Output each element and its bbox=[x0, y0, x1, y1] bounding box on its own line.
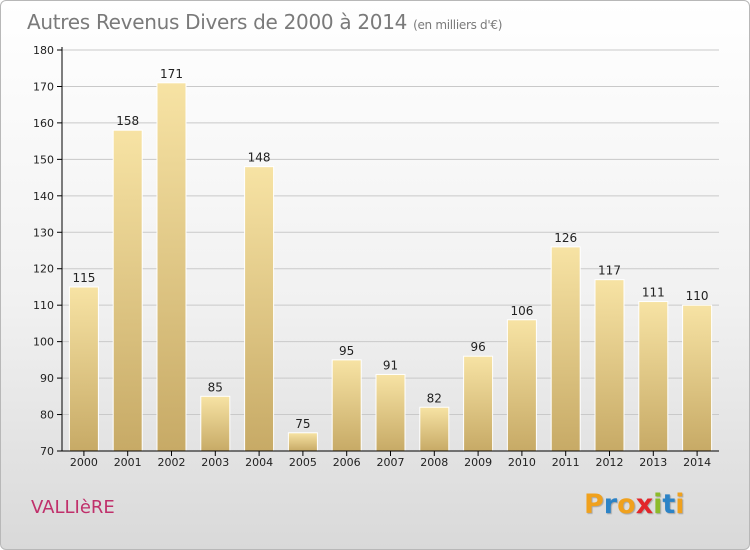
brand-logo-letter: x bbox=[635, 489, 654, 520]
brand-logo-letter: r bbox=[603, 489, 618, 520]
x-tick-label: 2007 bbox=[377, 456, 405, 469]
chart-title: Autres Revenus Divers de 2000 à 2014 (en … bbox=[27, 10, 502, 34]
y-tick-label: 140 bbox=[33, 190, 54, 203]
y-tick-label: 180 bbox=[33, 44, 54, 57]
x-tick-label: 2003 bbox=[201, 456, 229, 469]
y-tick-label: 130 bbox=[33, 226, 54, 239]
bar-value-label: 96 bbox=[470, 340, 485, 354]
bar-value-label: 91 bbox=[383, 358, 398, 372]
x-tick-label: 2001 bbox=[114, 456, 142, 469]
x-tick-label: 2013 bbox=[639, 456, 667, 469]
bar-value-label: 106 bbox=[510, 304, 533, 318]
commune-name: VALLIèRE bbox=[31, 497, 115, 518]
x-tick-label: 2011 bbox=[552, 456, 580, 469]
brand-logo-letter: t bbox=[662, 489, 676, 520]
y-tick-label: 110 bbox=[33, 299, 54, 312]
bar bbox=[68, 286, 99, 452]
y-tick-label: 90 bbox=[40, 372, 54, 385]
bar bbox=[156, 82, 187, 452]
bar-value-label: 148 bbox=[248, 151, 271, 165]
x-tick-label: 2009 bbox=[464, 456, 492, 469]
brand-logo-letter: P bbox=[584, 489, 604, 520]
x-tick-label: 2005 bbox=[289, 456, 317, 469]
chart-subtitle: (en milliers d'€) bbox=[413, 18, 503, 32]
y-tick-label: 150 bbox=[33, 153, 54, 166]
bar bbox=[375, 373, 406, 452]
axis-layer bbox=[57, 47, 719, 456]
y-tick-label: 80 bbox=[40, 409, 54, 422]
bar-value-label: 82 bbox=[427, 391, 442, 405]
y-tick-label: 160 bbox=[33, 117, 54, 130]
bar bbox=[331, 359, 362, 452]
x-tick-label: 2012 bbox=[596, 456, 624, 469]
bar bbox=[244, 166, 275, 452]
bar-value-label: 117 bbox=[598, 264, 621, 278]
brand-logo: Proxiti bbox=[584, 489, 685, 520]
bar bbox=[550, 246, 581, 452]
label-layer: 70 80 90 100 110 120 130 140 150 160 170 180 115 2000… bbox=[33, 44, 711, 469]
bar-value-label: 158 bbox=[116, 114, 139, 128]
y-tick-label: 170 bbox=[33, 80, 54, 93]
bar bbox=[419, 406, 450, 452]
bar-value-label: 115 bbox=[72, 271, 95, 285]
x-tick-label: 2014 bbox=[683, 456, 711, 469]
bar-value-label: 110 bbox=[686, 289, 709, 303]
brand-logo-letter: i bbox=[653, 489, 663, 520]
x-tick-label: 2000 bbox=[70, 456, 98, 469]
x-tick-label: 2006 bbox=[333, 456, 361, 469]
bar-layer bbox=[68, 82, 713, 452]
x-tick-label: 2004 bbox=[245, 456, 273, 469]
bar bbox=[638, 301, 669, 452]
brand-logo-letter: i bbox=[675, 489, 685, 520]
bar-value-label: 126 bbox=[554, 231, 577, 245]
x-tick-label: 2002 bbox=[158, 456, 186, 469]
bar-value-label: 111 bbox=[642, 286, 665, 300]
bar bbox=[287, 432, 318, 452]
bar bbox=[112, 129, 143, 452]
brand-logo-letter: o bbox=[617, 489, 636, 520]
bar-value-label: 75 bbox=[295, 417, 310, 431]
bar bbox=[506, 319, 537, 452]
bar bbox=[594, 279, 625, 452]
bar bbox=[463, 355, 494, 452]
bar bbox=[682, 304, 713, 452]
bar-value-label: 85 bbox=[208, 380, 223, 394]
chart-title-text: Autres Revenus Divers de 2000 à 2014 bbox=[27, 10, 408, 34]
y-tick-label: 100 bbox=[33, 336, 54, 349]
bar bbox=[200, 395, 231, 452]
x-tick-label: 2008 bbox=[420, 456, 448, 469]
bar-value-label: 95 bbox=[339, 344, 354, 358]
x-tick-label: 2010 bbox=[508, 456, 536, 469]
bar-value-label: 171 bbox=[160, 67, 183, 81]
y-tick-label: 70 bbox=[40, 445, 54, 458]
y-tick-label: 120 bbox=[33, 263, 54, 276]
